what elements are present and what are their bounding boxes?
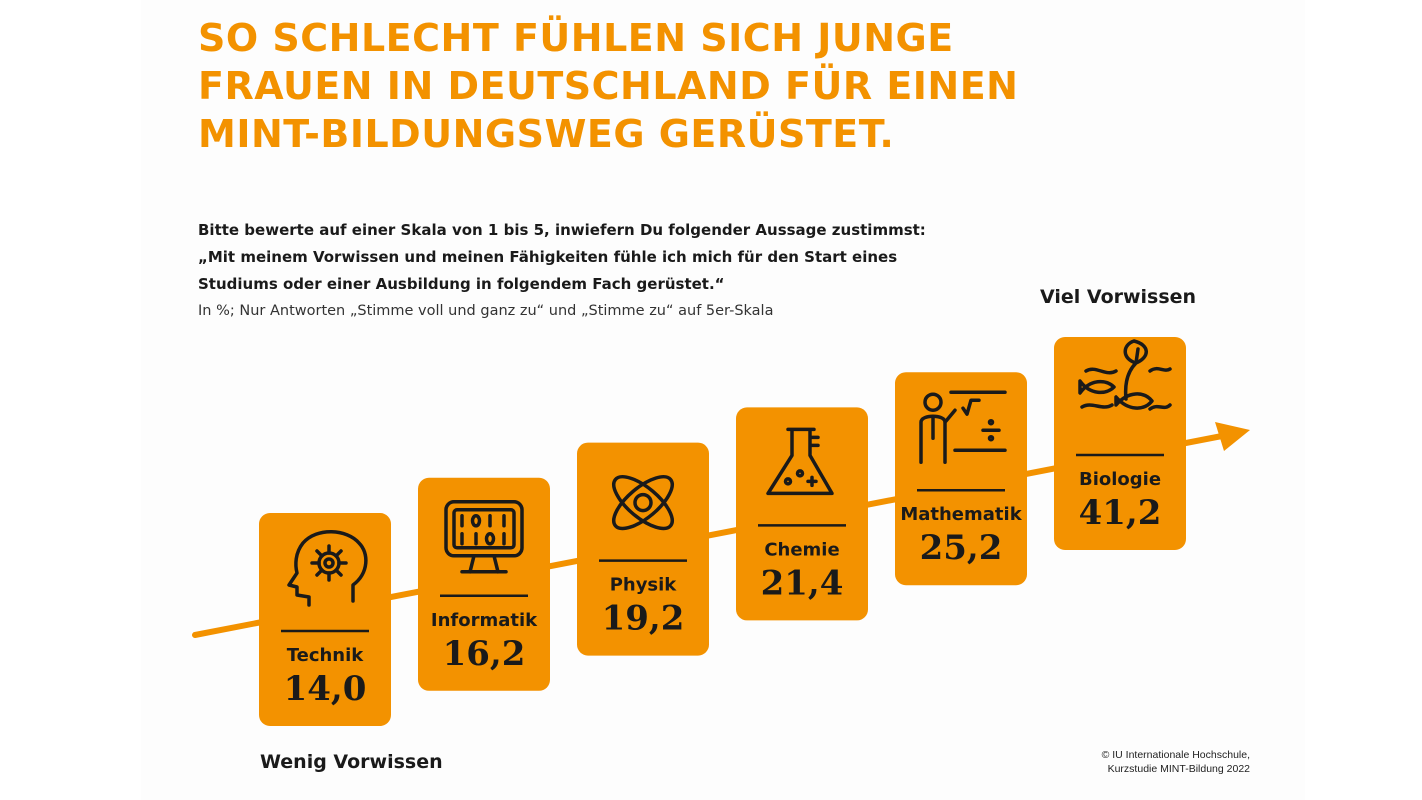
category-label: Technik bbox=[287, 645, 365, 666]
trend-arrow-head bbox=[1215, 422, 1250, 451]
value-label: 21,4 bbox=[761, 563, 844, 603]
category-label: Mathematik bbox=[900, 504, 1022, 525]
value-label: 16,2 bbox=[443, 634, 526, 674]
category-label: Chemie bbox=[764, 539, 839, 560]
question-line-1: Bitte bewerte auf einer Skala von 1 bis … bbox=[198, 221, 926, 239]
source-line-2: Kurzstudie MINT-Bildung 2022 bbox=[1107, 763, 1250, 775]
source-line-1: © IU Internationale Hochschule, bbox=[1101, 749, 1250, 761]
category-card-physik: Physik 19,2 bbox=[577, 442, 709, 656]
category-card-technik: Technik 14,0 bbox=[259, 513, 391, 726]
category-label: Physik bbox=[610, 575, 678, 596]
card-background bbox=[259, 513, 391, 726]
category-card-biologie: Biologie 41,2 bbox=[1054, 337, 1186, 550]
category-label: Informatik bbox=[431, 610, 538, 631]
card-background bbox=[418, 477, 550, 691]
question-line-2: „Mit meinem Vorwissen und meinen Fähigke… bbox=[198, 248, 898, 266]
category-card-chemie: Chemie 21,4 bbox=[736, 407, 868, 621]
teacher-board-icon bbox=[919, 390, 1007, 464]
head-gear-icon bbox=[287, 530, 368, 607]
category-cards: Technik 14,0 Informatik 16,2 Physik 19,2 Chemi… bbox=[259, 337, 1186, 726]
title-line-3: MINT-BILDUNGSWEG GERÜSTET. bbox=[198, 112, 895, 156]
value-label: 14,0 bbox=[284, 669, 367, 709]
plant-fish-icon bbox=[1078, 339, 1172, 411]
value-label: 25,2 bbox=[920, 528, 1003, 568]
axis-label-low: Wenig Vorwissen bbox=[260, 751, 443, 773]
question-line-3: Studiums oder einer Ausbildung in folgen… bbox=[198, 275, 725, 293]
category-card-informatik: Informatik 16,2 bbox=[418, 477, 550, 691]
card-background bbox=[736, 407, 868, 621]
value-label: 19,2 bbox=[602, 599, 685, 639]
page-title: SO SCHLECHT FÜHLEN SICH JUNGE FRAUEN IN … bbox=[198, 14, 1098, 158]
category-card-mathematik: Mathematik 25,2 bbox=[895, 372, 1027, 586]
flask-icon bbox=[766, 427, 834, 496]
value-label: 41,2 bbox=[1079, 493, 1162, 533]
card-background bbox=[577, 442, 709, 656]
question-note: In %; Nur Antworten „Stimme voll und gan… bbox=[198, 303, 774, 319]
title-line-1: SO SCHLECHT FÜHLEN SICH JUNGE bbox=[198, 16, 954, 60]
atom-icon bbox=[612, 475, 674, 531]
source-credit: © IU Internationale Hochschule, Kurzstud… bbox=[1050, 748, 1250, 776]
category-label: Biologie bbox=[1079, 469, 1161, 490]
title-line-2: FRAUEN IN DEUTSCHLAND FÜR EINEN bbox=[198, 64, 1019, 108]
monitor-binary-icon bbox=[444, 500, 524, 574]
axis-label-high: Viel Vorwissen bbox=[1040, 286, 1197, 308]
card-background bbox=[895, 372, 1027, 586]
survey-question: Bitte bewerte auf einer Skala von 1 bis … bbox=[198, 217, 926, 325]
card-background bbox=[1054, 337, 1186, 550]
